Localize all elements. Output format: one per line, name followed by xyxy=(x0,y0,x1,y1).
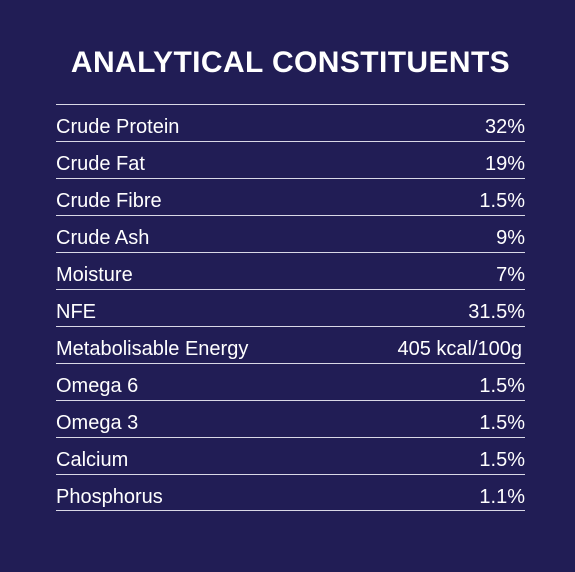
row-label: Metabolisable Energy xyxy=(56,338,249,360)
row-label: Crude Protein xyxy=(56,116,180,138)
panel-title: ANALYTICAL CONSTITUENTS xyxy=(70,46,511,79)
analytical-constituents-panel: ANALYTICAL CONSTITUENTS Crude Protein 32… xyxy=(56,0,525,572)
row-label: Omega 3 xyxy=(56,412,139,434)
table-row-crude-fat: Crude Fat 19% xyxy=(56,141,525,178)
row-value: 19% xyxy=(484,153,525,175)
row-label: Crude Fat xyxy=(56,153,145,175)
row-value: 31.5% xyxy=(468,301,525,323)
row-value: 1.1% xyxy=(479,486,525,508)
table-row-calcium: Calcium 1.5% xyxy=(56,437,525,474)
row-label: Crude Ash xyxy=(56,227,150,249)
table-row-crude-fibre: Crude Fibre 1.5% xyxy=(56,178,525,215)
row-value: 1.5% xyxy=(479,190,525,212)
row-value: 1.5% xyxy=(479,449,525,471)
table-row-omega-3: Omega 3 1.5% xyxy=(56,400,525,437)
row-value: 1.5% xyxy=(479,375,525,397)
row-value: 32% xyxy=(484,116,525,138)
row-value: 1.5% xyxy=(479,412,525,434)
row-label: Omega 6 xyxy=(56,375,139,397)
row-value: 7% xyxy=(496,264,525,286)
row-label: Phosphorus xyxy=(56,486,163,508)
row-value: 9% xyxy=(496,227,525,249)
table-row-metabolisable-energy: Metabolisable Energy 405 kcal/100g xyxy=(56,326,525,363)
table-row-omega-6: Omega 6 1.5% xyxy=(56,363,525,400)
table-row-moisture: Moisture 7% xyxy=(56,252,525,289)
row-value: 405 kcal/100g xyxy=(397,338,522,360)
row-label: NFE xyxy=(56,301,96,323)
row-label: Calcium xyxy=(56,449,129,471)
row-label: Moisture xyxy=(56,264,133,286)
row-label: Crude Fibre xyxy=(56,190,162,212)
table-row-crude-ash: Crude Ash 9% xyxy=(56,215,525,252)
constituents-table: Crude Protein 32% Crude Fat 19% Crude Fi… xyxy=(56,104,525,511)
table-row-crude-protein: Crude Protein 32% xyxy=(56,104,525,141)
table-row-phosphorus: Phosphorus 1.1% xyxy=(56,474,525,511)
table-row-nfe: NFE 31.5% xyxy=(56,289,525,326)
